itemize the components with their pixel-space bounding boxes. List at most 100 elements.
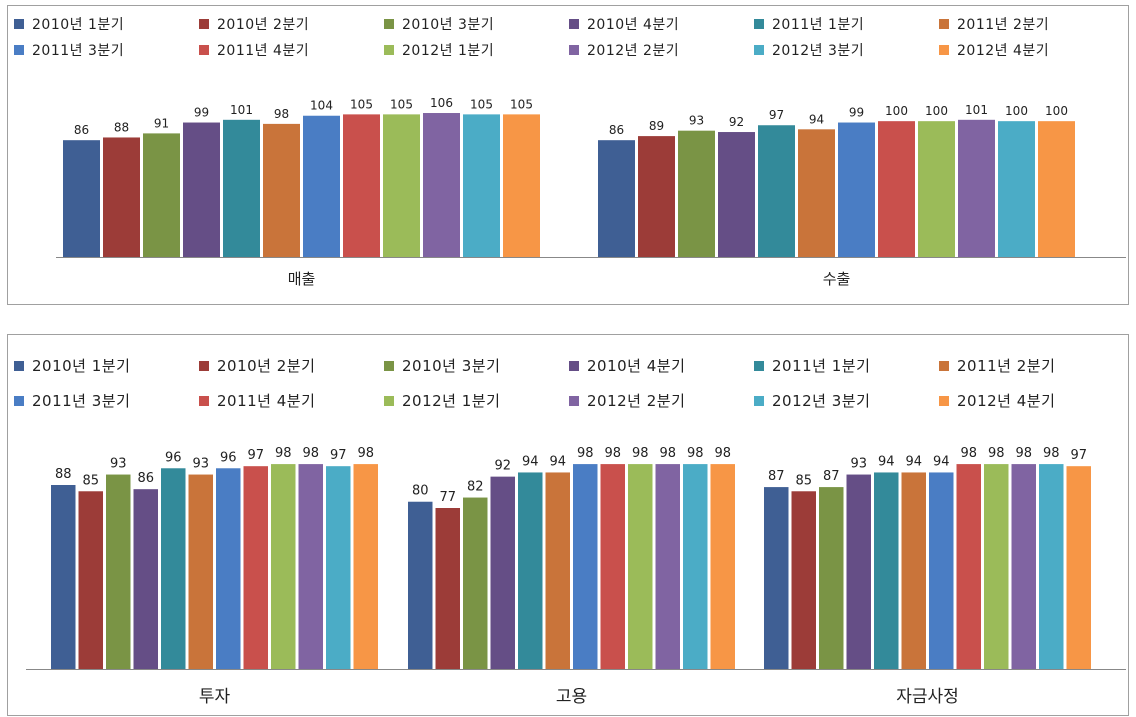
legend-label: 2011년 3분기 [32, 392, 131, 410]
bar-value-label: 99 [194, 106, 209, 120]
bar [1039, 464, 1064, 669]
bar [718, 132, 755, 257]
bar-value-label: 93 [689, 114, 704, 128]
bar [798, 129, 835, 257]
bar [463, 114, 500, 257]
bar [423, 113, 460, 258]
bar-value-label: 97 [1070, 448, 1087, 463]
bar-value-label: 94 [878, 454, 895, 469]
bar-value-label: 88 [114, 120, 129, 134]
legend-item: 2011년 2분기 [939, 14, 1124, 34]
legend-item: 2010년 4분기 [569, 355, 754, 376]
bar-value-label: 96 [220, 450, 237, 465]
legend-swatch [939, 360, 949, 371]
bar [598, 140, 635, 257]
legend-swatch [14, 19, 24, 29]
bar-value-label: 98 [577, 446, 594, 461]
bar [518, 472, 543, 669]
legend-label: 2012년 4분기 [957, 43, 1050, 59]
legend-swatch [384, 19, 394, 29]
legend-label: 2011년 1분기 [772, 357, 871, 375]
legend-item: 2011년 4분기 [199, 390, 384, 411]
bar [188, 474, 213, 669]
bar [958, 119, 995, 257]
legend-label: 2011년 2분기 [957, 17, 1050, 33]
legend-label: 2011년 4분기 [217, 392, 316, 410]
legend-label: 2010년 4분기 [587, 17, 680, 33]
bar [383, 114, 420, 257]
bar-value-label: 94 [905, 454, 922, 469]
bar-value-label: 94 [522, 454, 539, 469]
legend-label: 2011년 3분기 [32, 43, 125, 59]
bar-value-label: 97 [769, 108, 784, 122]
legend-label: 2010년 2분기 [217, 357, 316, 375]
bar [143, 133, 180, 257]
bar-value-label: 80 [412, 484, 429, 499]
legend-item: 2010년 1분기 [14, 355, 199, 376]
bar-value-label: 100 [925, 104, 948, 118]
bar [678, 130, 715, 257]
legend-item: 2010년 2분기 [199, 355, 384, 376]
bar-value-label: 92 [494, 459, 511, 474]
bar [1066, 466, 1091, 669]
category-label: 투자 [199, 687, 231, 707]
legend-label: 2012년 4분기 [957, 392, 1056, 410]
bar-value-label: 93 [192, 457, 209, 472]
bar-value-label: 93 [850, 457, 867, 472]
bar-value-label: 98 [988, 446, 1005, 461]
bar-value-label: 85 [795, 473, 812, 488]
legend-swatch [14, 45, 24, 55]
bar-value-label: 97 [247, 448, 264, 463]
legend-item: 2010년 1분기 [14, 14, 199, 34]
sales-export-chart-panel: 2010년 1분기 2010년 2분기 2010년 3분기 2010년 4분기 2011… [7, 5, 1129, 305]
legend-swatch [14, 395, 24, 406]
bar [956, 464, 981, 669]
legend-item: 2012년 2분기 [569, 390, 754, 411]
legend-swatch [939, 45, 949, 55]
bar [878, 121, 915, 258]
bar [223, 119, 260, 257]
legend-swatch [384, 360, 394, 371]
bar-value-label: 86 [74, 123, 89, 137]
legend-item: 2011년 3분기 [14, 390, 199, 411]
bar [710, 464, 735, 669]
bar-value-label: 104 [310, 99, 333, 113]
bar [918, 121, 955, 258]
bar-value-label: 96 [165, 450, 182, 465]
bar-value-label: 97 [330, 448, 347, 463]
legend-swatch [939, 395, 949, 406]
bar [838, 122, 875, 258]
bar-value-label: 105 [390, 97, 413, 111]
legend-swatch [14, 360, 24, 371]
bar-value-label: 98 [302, 446, 319, 461]
legend-label: 2012년 3분기 [772, 43, 865, 59]
bar-value-label: 101 [965, 103, 988, 117]
bar-value-label: 98 [960, 446, 977, 461]
bar-value-label: 94 [549, 454, 566, 469]
bar [343, 114, 380, 257]
legend-swatch [569, 395, 579, 406]
legend-swatch [754, 19, 764, 29]
category-label: 자금사정 [896, 687, 959, 707]
bar [758, 125, 795, 257]
bar-value-label: 100 [1005, 104, 1028, 118]
bar [298, 464, 323, 669]
legend-swatch [569, 45, 579, 55]
bar-value-label: 98 [714, 446, 731, 461]
chart-legend: 2010년 1분기 2010년 2분기 2010년 3분기 2010년 4분기 2011… [14, 14, 1124, 60]
bar [78, 491, 103, 669]
bar-value-label: 98 [275, 446, 292, 461]
bar-value-label: 98 [274, 107, 289, 121]
legend-item: 2012년 1분기 [384, 40, 569, 60]
bar-value-label: 86 [137, 471, 154, 486]
legend-label: 2010년 2분기 [217, 17, 310, 33]
bar [435, 508, 460, 669]
legend-label: 2012년 2분기 [587, 43, 680, 59]
bar [874, 472, 899, 669]
bar-value-label: 82 [467, 480, 484, 495]
bar [600, 464, 625, 669]
legend-item: 2012년 2분기 [569, 40, 754, 60]
legend-item: 2012년 1분기 [384, 390, 569, 411]
bar [271, 464, 296, 669]
bar-value-label: 99 [849, 106, 864, 120]
